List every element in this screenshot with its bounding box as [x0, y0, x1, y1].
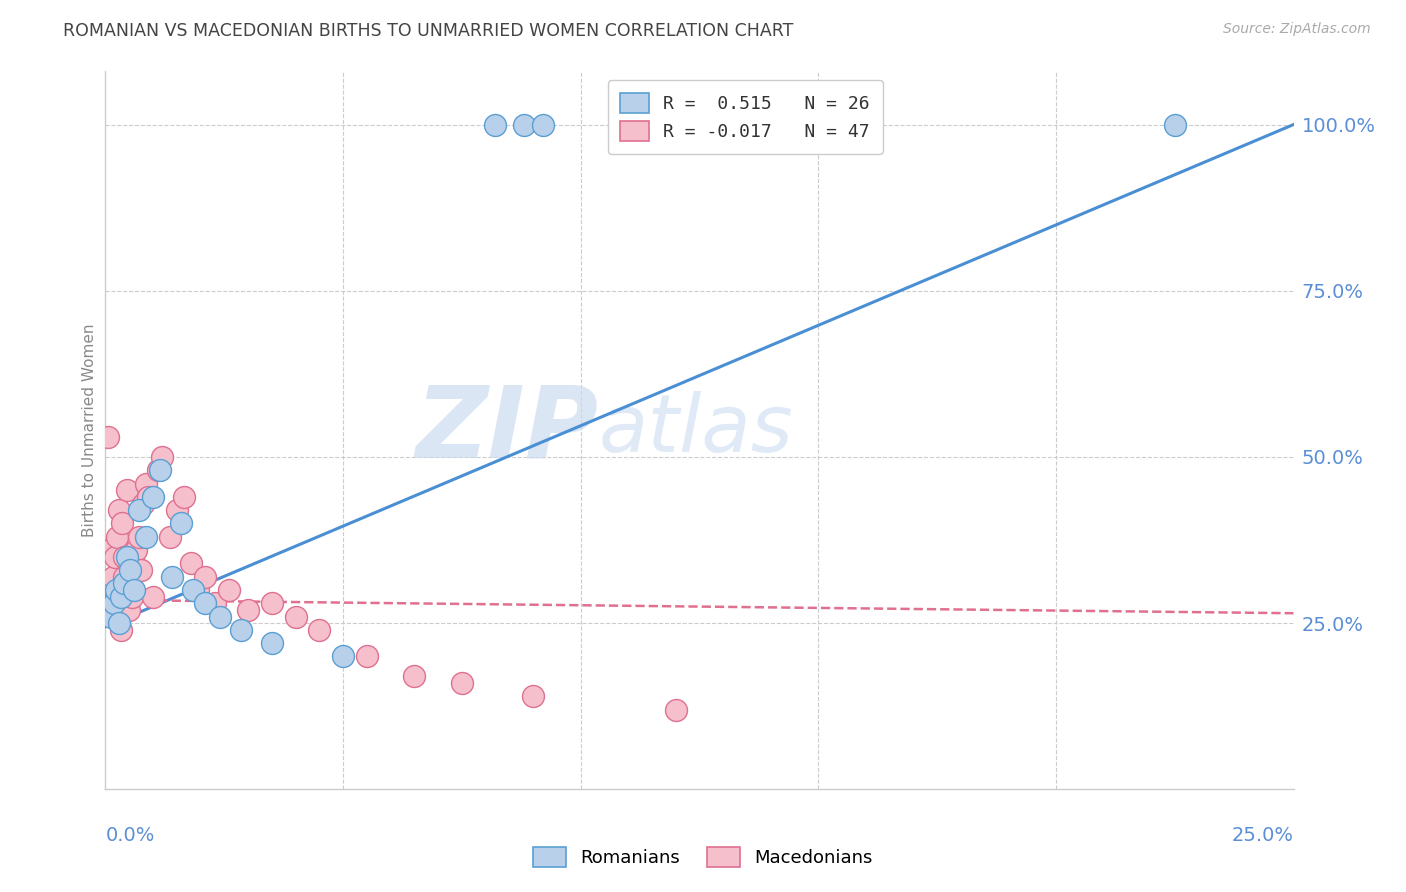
Macedonians	[117, 582, 139, 597]
Macedonians	[111, 516, 134, 531]
Macedonians	[100, 596, 122, 610]
Romanians	[512, 118, 534, 132]
Romanians	[110, 590, 132, 604]
Macedonians	[104, 590, 127, 604]
Macedonians	[108, 603, 131, 617]
Macedonians	[152, 450, 174, 464]
Macedonians	[260, 596, 283, 610]
Macedonians	[97, 430, 120, 444]
Macedonians	[194, 569, 217, 583]
Romanians	[142, 490, 165, 504]
Macedonians	[105, 530, 128, 544]
Macedonians	[180, 557, 202, 571]
Romanians	[128, 503, 150, 517]
Macedonians	[98, 582, 121, 597]
Macedonians	[125, 543, 148, 558]
Macedonians	[522, 690, 544, 704]
Macedonians	[284, 609, 307, 624]
Macedonians	[107, 503, 129, 517]
Romanians	[112, 576, 135, 591]
Macedonians	[129, 563, 152, 577]
Macedonians	[118, 603, 141, 617]
Macedonians	[450, 676, 472, 690]
Text: Source: ZipAtlas.com: Source: ZipAtlas.com	[1223, 22, 1371, 37]
Macedonians	[166, 503, 188, 517]
Macedonians	[101, 569, 124, 583]
Macedonians	[308, 623, 330, 637]
Romanians	[531, 118, 554, 132]
Romanians	[98, 603, 121, 617]
Macedonians	[204, 596, 226, 610]
Macedonians	[142, 590, 165, 604]
Macedonians	[114, 569, 136, 583]
Romanians	[1164, 118, 1187, 132]
Romanians	[332, 649, 354, 664]
Text: 0.0%: 0.0%	[105, 826, 155, 845]
Text: 25.0%: 25.0%	[1232, 826, 1294, 845]
Romanians	[120, 563, 142, 577]
Macedonians	[115, 483, 138, 498]
Macedonians	[121, 590, 143, 604]
Romanians	[122, 582, 145, 597]
Romanians	[103, 596, 125, 610]
Macedonians	[404, 669, 426, 683]
Text: ZIP: ZIP	[416, 382, 599, 479]
Macedonians	[103, 609, 125, 624]
Romanians	[229, 623, 252, 637]
Y-axis label: Births to Unmarried Women: Births to Unmarried Women	[82, 324, 97, 537]
Romanians	[260, 636, 283, 650]
Macedonians	[132, 496, 155, 510]
Romanians	[100, 609, 122, 624]
Macedonians	[236, 603, 259, 617]
Macedonians	[187, 582, 209, 597]
Romanians	[135, 530, 157, 544]
Macedonians	[356, 649, 378, 664]
Text: ROMANIAN VS MACEDONIAN BIRTHS TO UNMARRIED WOMEN CORRELATION CHART: ROMANIAN VS MACEDONIAN BIRTHS TO UNMARRI…	[63, 22, 793, 40]
Romanians	[149, 463, 172, 477]
Romanians	[160, 569, 183, 583]
Macedonians	[98, 543, 121, 558]
Romanians	[104, 582, 127, 597]
Macedonians	[135, 476, 157, 491]
Macedonians	[122, 557, 145, 571]
Macedonians	[173, 490, 195, 504]
Macedonians	[665, 703, 688, 717]
Romanians	[170, 516, 193, 531]
Romanians	[484, 118, 506, 132]
Legend: R =  0.515   N = 26, R = -0.017   N = 47: R = 0.515 N = 26, R = -0.017 N = 47	[607, 80, 883, 153]
Romanians	[107, 616, 129, 631]
Macedonians	[104, 549, 127, 564]
Macedonians	[218, 582, 240, 597]
Text: atlas: atlas	[599, 392, 793, 469]
Romanians	[183, 582, 205, 597]
Macedonians	[114, 596, 136, 610]
Romanians	[115, 549, 138, 564]
Macedonians	[136, 490, 159, 504]
Macedonians	[110, 623, 132, 637]
Macedonians	[146, 463, 169, 477]
Macedonians	[159, 530, 181, 544]
Macedonians	[128, 530, 150, 544]
Macedonians	[112, 549, 135, 564]
Legend: Romanians, Macedonians: Romanians, Macedonians	[526, 839, 880, 874]
Romanians	[208, 609, 231, 624]
Romanians	[194, 596, 217, 610]
